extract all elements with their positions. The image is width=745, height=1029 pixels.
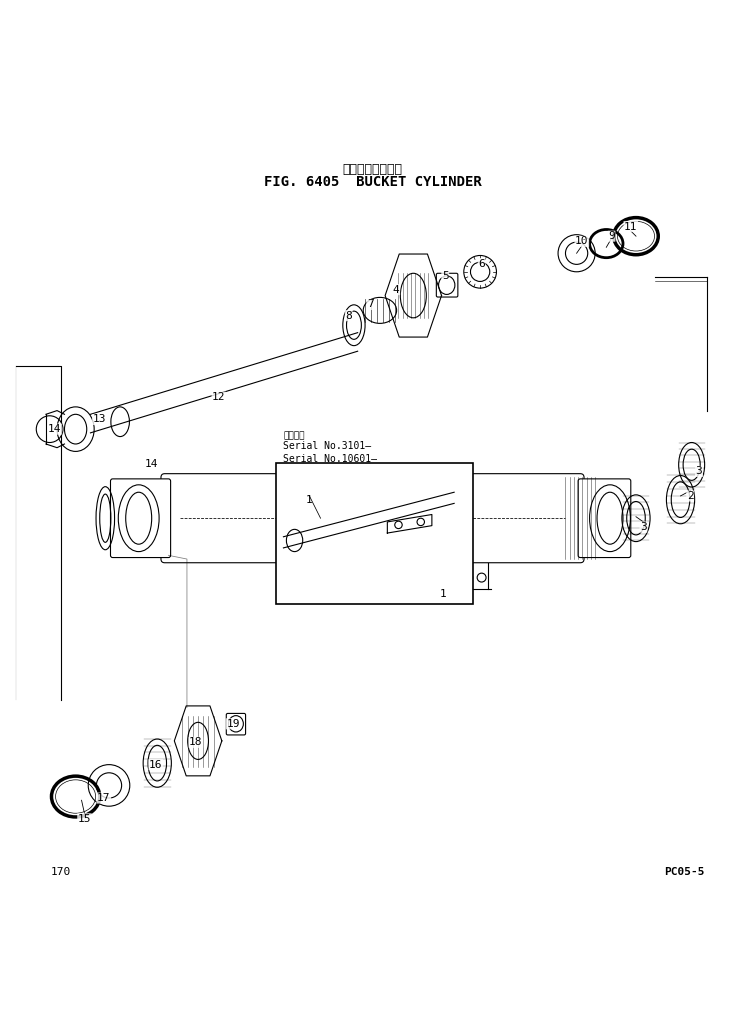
Text: 8: 8 — [346, 311, 352, 321]
Text: 6: 6 — [478, 258, 485, 269]
Text: 7: 7 — [367, 299, 374, 310]
Text: Serial No.3101–: Serial No.3101– — [283, 441, 372, 452]
Text: 14: 14 — [48, 424, 62, 434]
FancyBboxPatch shape — [161, 473, 584, 563]
Text: 4: 4 — [393, 285, 399, 294]
Text: 1: 1 — [306, 495, 313, 504]
FancyBboxPatch shape — [437, 274, 458, 297]
Text: 3: 3 — [640, 522, 647, 532]
Text: 3: 3 — [696, 466, 703, 476]
Text: 5: 5 — [442, 271, 448, 281]
Bar — [276, 463, 472, 604]
Text: 13: 13 — [92, 415, 106, 425]
Text: 170: 170 — [51, 867, 71, 878]
Text: 2: 2 — [687, 491, 694, 501]
Text: 12: 12 — [212, 392, 226, 402]
Text: 14: 14 — [145, 459, 158, 469]
Text: 11: 11 — [624, 221, 638, 232]
Text: 9: 9 — [608, 232, 615, 241]
Text: バケットシリンダ: バケットシリンダ — [343, 163, 402, 176]
Text: 16: 16 — [149, 759, 162, 770]
Bar — [328, 563, 372, 589]
Text: 18: 18 — [189, 738, 203, 747]
Text: 15: 15 — [77, 814, 92, 824]
Text: PC05-5: PC05-5 — [664, 867, 705, 878]
FancyBboxPatch shape — [110, 478, 171, 558]
FancyBboxPatch shape — [578, 478, 631, 558]
FancyBboxPatch shape — [226, 713, 246, 735]
Text: Serial No.10601–: Serial No.10601– — [283, 454, 378, 464]
Text: 10: 10 — [575, 237, 589, 246]
Text: 17: 17 — [97, 793, 110, 803]
Text: 適用号機: 適用号機 — [283, 431, 305, 440]
Text: 19: 19 — [226, 719, 240, 729]
Text: 1: 1 — [440, 589, 446, 599]
Text: FIG. 6405  BUCKET CYLINDER: FIG. 6405 BUCKET CYLINDER — [264, 175, 481, 189]
